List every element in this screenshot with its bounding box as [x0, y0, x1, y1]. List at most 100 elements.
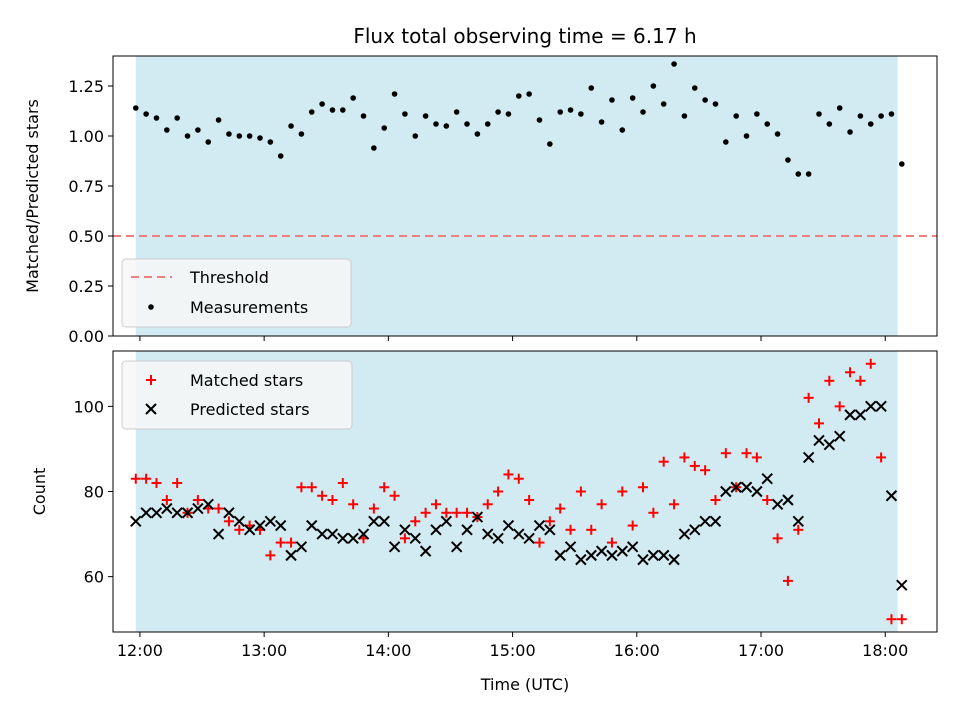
matched-star-point	[813, 418, 824, 429]
measurement-point	[484, 121, 491, 127]
measurement-point	[681, 113, 688, 119]
cross-b	[357, 528, 370, 540]
predicted-star-point	[875, 400, 887, 413]
cross-b	[145, 403, 157, 415]
cross-b	[161, 502, 173, 515]
measurement-point	[764, 121, 771, 127]
ratio-panel: 0.00 0.25 0.50 0.75 1.00 1.25 Matched/Predict…	[23, 55, 938, 346]
measurement-point	[215, 117, 222, 123]
matched-star-point	[648, 507, 659, 518]
cross-b	[243, 524, 256, 536]
cross-b	[730, 481, 742, 493]
cross-b	[813, 434, 825, 447]
predicted-star-point	[751, 485, 763, 498]
predicted-star-point	[730, 481, 742, 493]
legend-matched-label: Matched stars	[190, 371, 303, 390]
matched-star-point	[772, 533, 783, 544]
measurement-point	[143, 111, 149, 117]
predicted-stars-points	[130, 400, 908, 591]
measurement-point	[236, 133, 243, 139]
predicted-star-point	[471, 511, 484, 523]
predicted-star-point	[865, 400, 877, 413]
measurement-point	[629, 95, 636, 101]
cross-b	[533, 519, 546, 532]
cross-b	[626, 541, 639, 553]
cross-b	[678, 528, 691, 540]
measurement-point	[733, 113, 739, 119]
matched-star-point	[596, 499, 607, 510]
cross-b	[461, 524, 473, 536]
measurement-point	[536, 117, 543, 123]
matched-star-point	[834, 401, 845, 412]
cross-b	[637, 553, 649, 566]
predicted-star-point	[306, 519, 318, 532]
predicted-star-point	[202, 498, 214, 510]
measurement-point	[277, 153, 284, 159]
x-tick-label: 16:00	[614, 641, 660, 660]
measurement-point	[567, 107, 574, 113]
matched-star-point	[803, 392, 814, 403]
cross-b	[274, 519, 287, 532]
measurement-point	[267, 139, 274, 145]
predicted-star-point	[399, 524, 411, 536]
cross-b	[896, 579, 908, 591]
predicted-star-point	[181, 507, 194, 519]
matched-star-point	[430, 499, 441, 510]
predicted-star-point	[430, 524, 442, 536]
matched-star-point	[141, 473, 152, 484]
measurement-point	[691, 85, 698, 91]
legend-predicted-label: Predicted stars	[190, 400, 310, 419]
predicted-star-point	[616, 545, 629, 557]
predicted-star-point	[171, 507, 183, 519]
matched-star-point	[886, 614, 897, 625]
cross-b	[823, 438, 836, 451]
ratio-x-ticks	[139, 336, 886, 341]
y-tick-label: 60	[84, 568, 104, 587]
predicted-star-point	[461, 524, 473, 536]
cross-b	[306, 519, 318, 532]
matched-star-point	[161, 495, 172, 506]
predicted-star-point	[854, 409, 867, 421]
predicted-star-point	[720, 485, 732, 498]
predicted-star-point	[523, 532, 535, 545]
matched-star-point	[327, 495, 338, 506]
measurement-point	[381, 125, 388, 131]
matched-star-point	[513, 473, 524, 484]
cross-b	[875, 400, 887, 413]
cross-b	[254, 519, 266, 532]
y-tick-label: 0.50	[68, 227, 104, 246]
measurement-point	[816, 111, 822, 117]
matched-star-point	[865, 358, 876, 369]
y-tick-label: 1.00	[68, 127, 104, 146]
cross-b	[399, 524, 411, 536]
predicted-star-point	[295, 541, 308, 553]
measurement-point	[795, 171, 802, 177]
measurement-point	[391, 91, 398, 97]
matched-star-point	[575, 486, 586, 497]
cross-b	[295, 541, 308, 553]
matched-star-point	[658, 456, 669, 467]
measurement-point	[671, 61, 677, 67]
cross-b	[616, 545, 629, 557]
measurement-point	[288, 123, 294, 129]
cross-b	[316, 528, 328, 540]
ratio-y-axis-label: Matched/Predicted stars	[23, 99, 42, 293]
predicted-star-point	[492, 532, 504, 545]
predicted-star-point	[595, 545, 608, 557]
measurement-point	[329, 107, 336, 113]
cross-b	[285, 549, 297, 562]
predicted-star-point	[192, 502, 204, 515]
measurement-point	[505, 111, 512, 117]
y-tick-label: 100	[73, 397, 104, 416]
predicted-star-point	[761, 473, 773, 485]
x-axis-label: Time (UTC)	[480, 675, 569, 694]
cross-b	[482, 528, 494, 540]
matched-star-point	[720, 448, 731, 459]
matched-star-point	[337, 477, 348, 488]
predicted-star-point	[606, 549, 618, 562]
matched-star-point	[638, 482, 649, 493]
measurement-point	[433, 121, 439, 127]
matched-star-point	[555, 503, 566, 514]
cross-b	[202, 498, 214, 510]
measurement-point	[754, 111, 760, 117]
